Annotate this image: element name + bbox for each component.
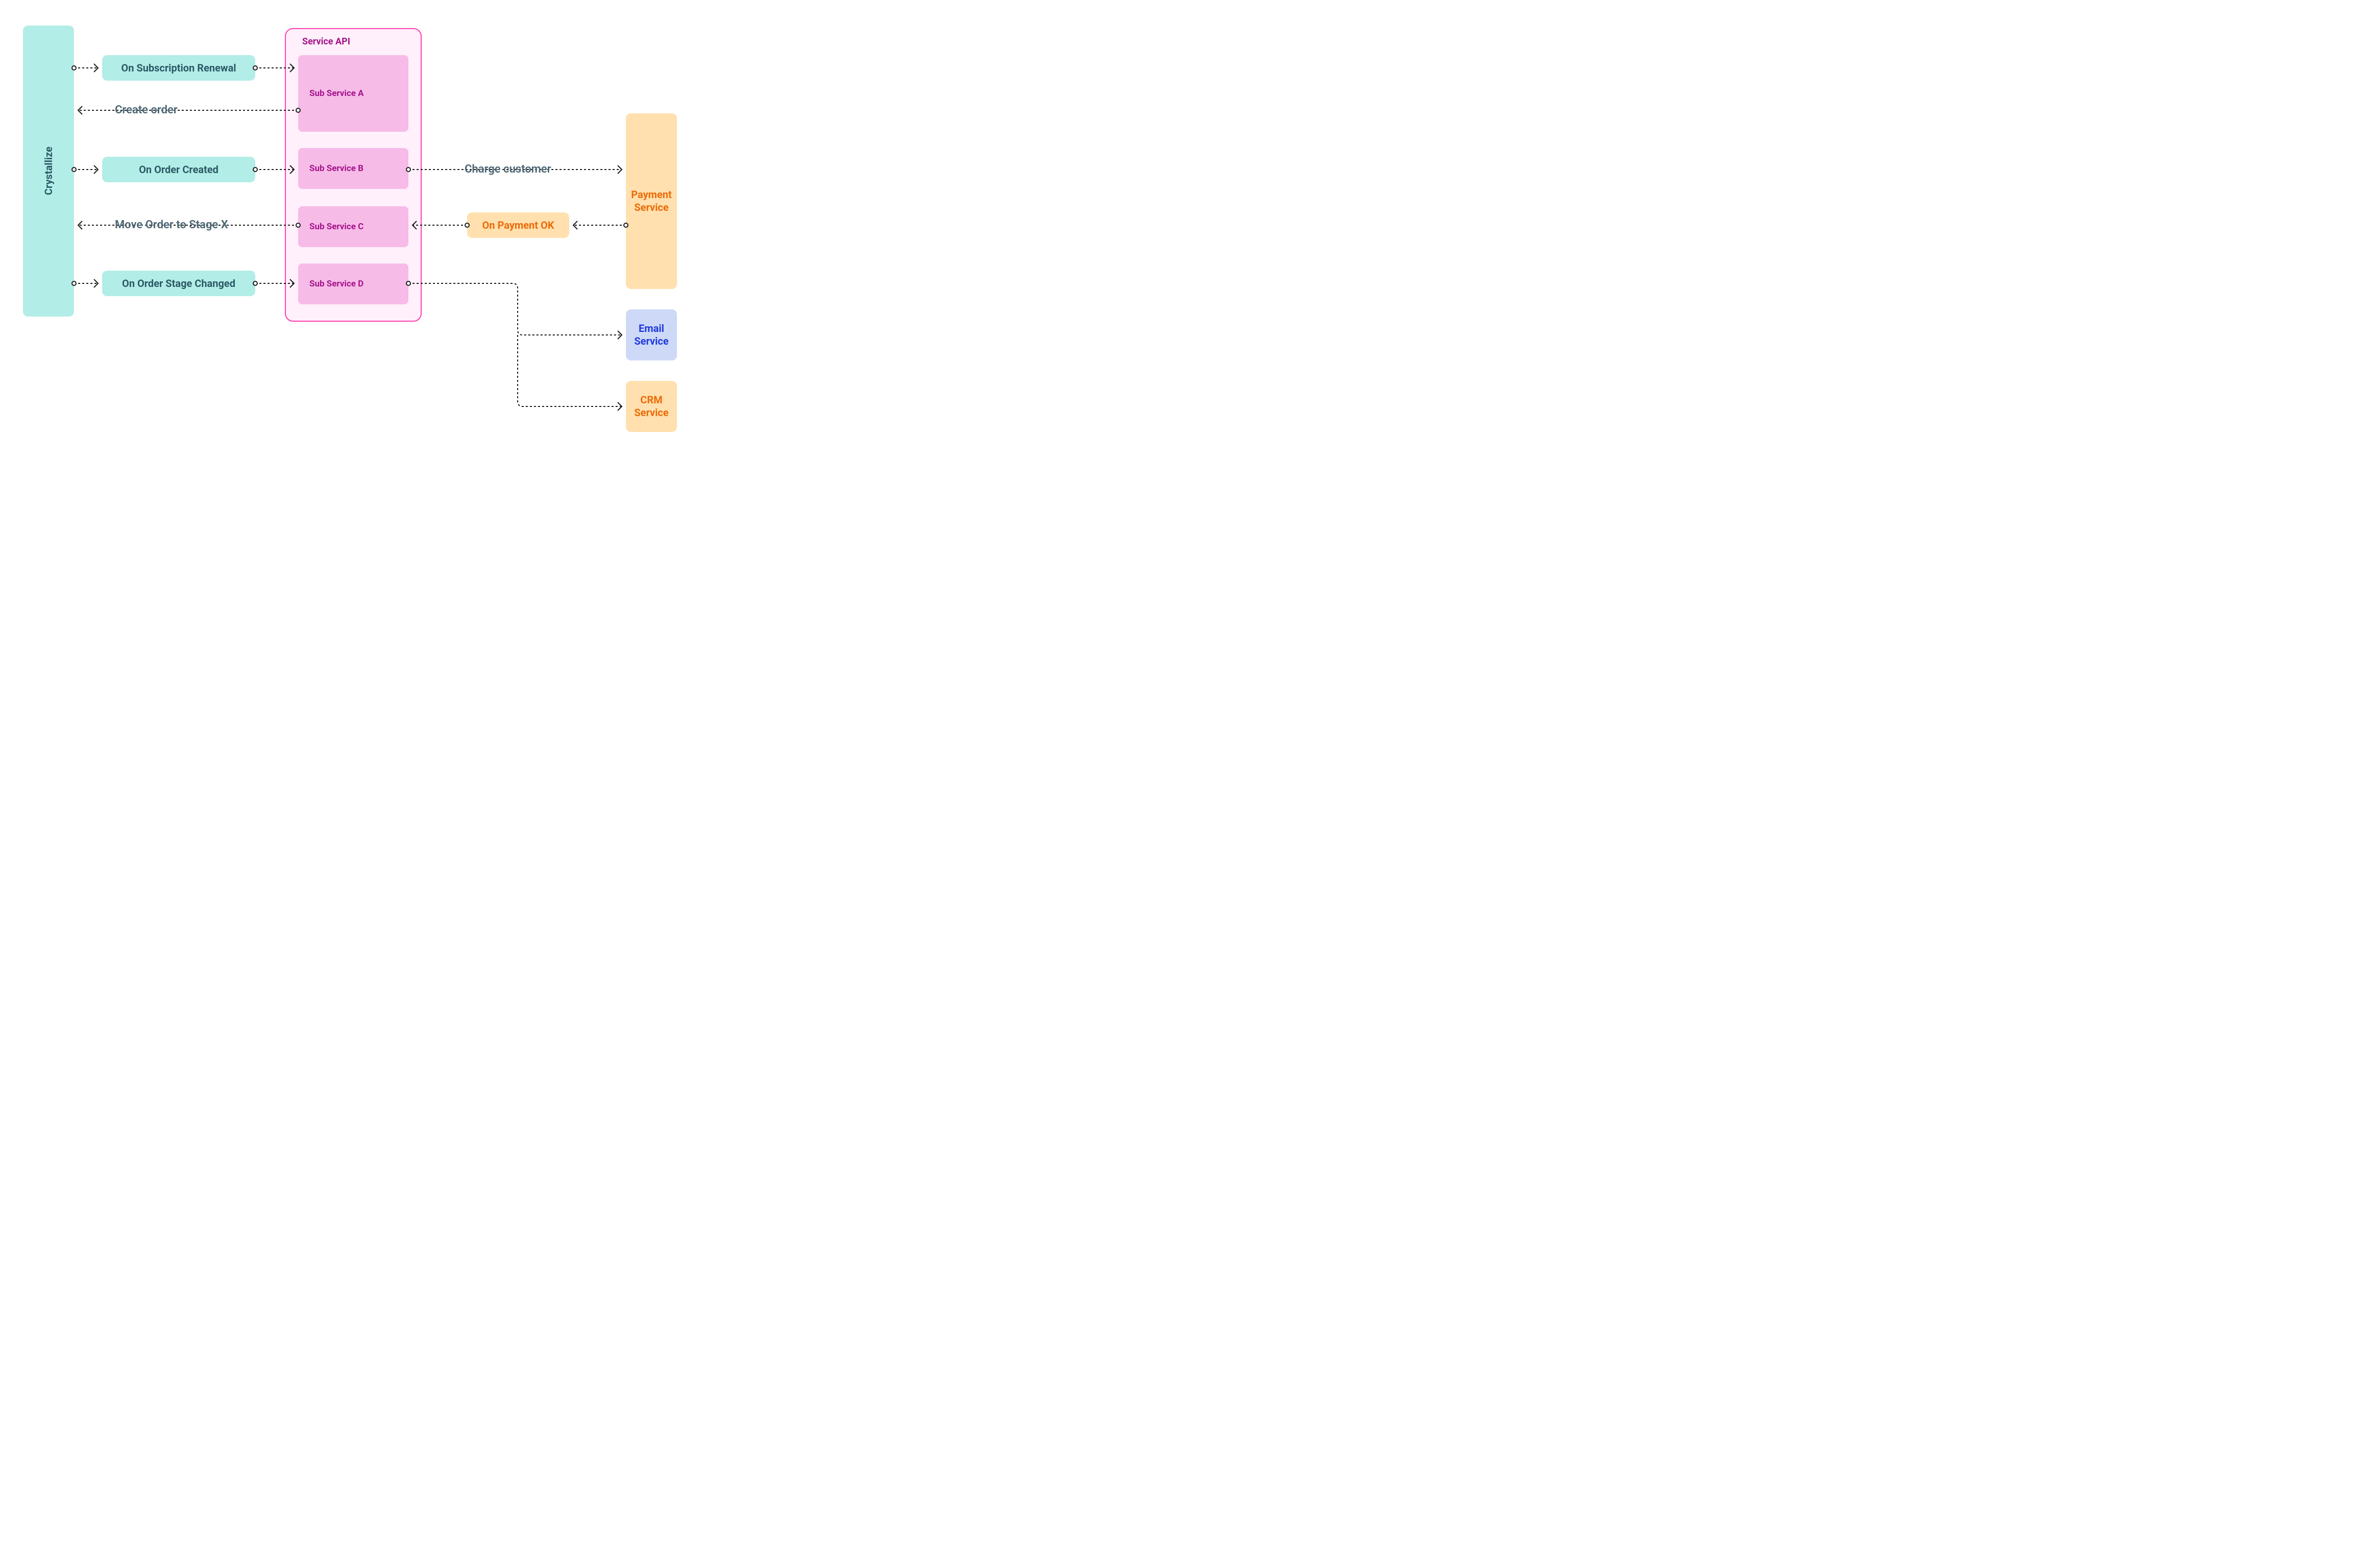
- sub-service-b-label: Sub Service B: [309, 163, 363, 174]
- event-subscription-renewal: On Subscription Renewal: [102, 55, 255, 81]
- edge-e3-label: Create order: [115, 104, 178, 116]
- event-payment-ok-label: On Payment OK: [482, 219, 554, 232]
- edge-e9-label: Move Order to Stage X: [115, 219, 228, 231]
- service-api-title: Service API: [302, 36, 350, 47]
- sub-service-a-label: Sub Service A: [309, 88, 364, 99]
- sub-service-d-label: Sub Service D: [309, 279, 363, 289]
- edge-e6-label: Charge customer: [465, 163, 551, 176]
- email-service-label: EmailService: [634, 322, 668, 348]
- edge-e13: [518, 335, 622, 406]
- edge-e3-arrowhead: [78, 106, 82, 114]
- payment-service-label: PaymentService: [631, 188, 672, 214]
- event-order-created: On Order Created: [102, 157, 255, 182]
- edge-e4-arrowhead: [94, 165, 98, 174]
- crm-service: CRMService: [626, 381, 677, 432]
- edge-e12-arrowhead: [618, 331, 622, 339]
- payment-service: PaymentService: [626, 113, 677, 289]
- crystallize-node: Crystallize: [23, 26, 74, 317]
- edge-e7-arrowhead: [573, 221, 577, 229]
- sub-service-d: Sub Service D: [298, 263, 408, 304]
- edge-e10-arrowhead: [94, 279, 98, 287]
- edge-e12: [408, 283, 622, 335]
- edge-e13-arrowhead: [618, 402, 622, 411]
- edge-e6-arrowhead: [618, 165, 622, 174]
- sub-service-b: Sub Service B: [298, 148, 408, 189]
- event-order-created-label: On Order Created: [139, 163, 218, 176]
- crystallize-label: Crystallize: [42, 147, 55, 195]
- event-order-stage-changed-label: On Order Stage Changed: [122, 277, 235, 290]
- sub-service-a: Sub Service A: [298, 55, 408, 132]
- event-payment-ok: On Payment OK: [467, 212, 569, 238]
- crm-service-label: CRMService: [634, 394, 668, 419]
- edge-e1-arrowhead: [94, 64, 98, 72]
- edge-e9-arrowhead: [78, 221, 82, 229]
- event-subscription-renewal-label: On Subscription Renewal: [121, 62, 236, 75]
- event-order-stage-changed: On Order Stage Changed: [102, 271, 255, 296]
- sub-service-c: Sub Service C: [298, 206, 408, 247]
- sub-service-c-label: Sub Service C: [309, 222, 363, 232]
- email-service: EmailService: [626, 309, 677, 360]
